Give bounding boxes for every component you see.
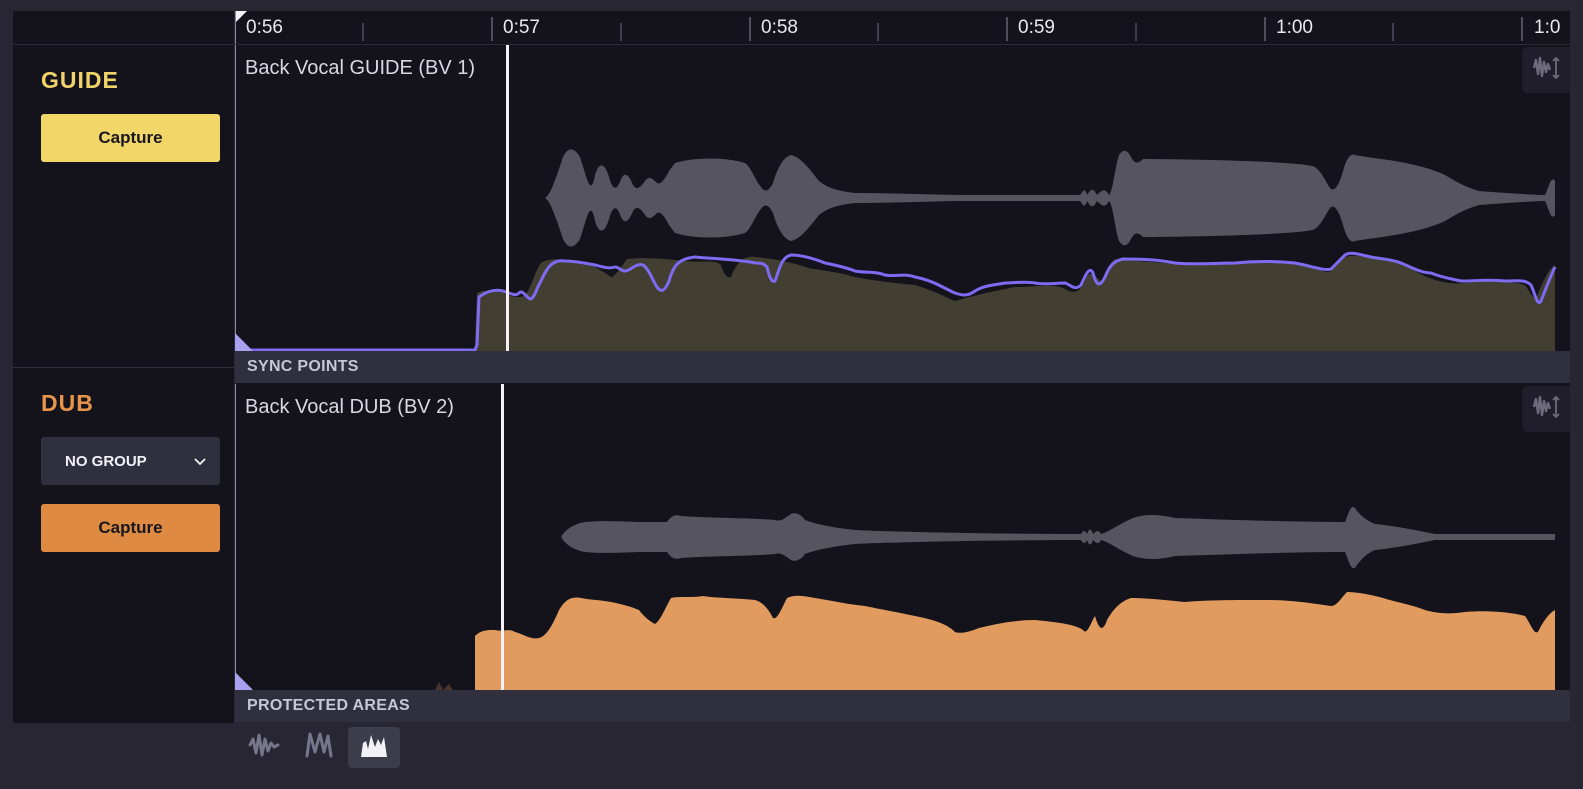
energy-view-button[interactable] — [348, 727, 400, 768]
guide-start-marker — [235, 333, 253, 351]
view-mode-bar — [235, 722, 1570, 778]
waveform-view-button[interactable] — [238, 727, 290, 768]
chevron-down-icon — [194, 454, 206, 469]
guide-waveform — [235, 45, 1557, 351]
ruler-label: 0:56 — [246, 17, 283, 38]
protected-areas-strip[interactable]: PROTECTED AREAS — [235, 690, 1570, 722]
guide-playhead[interactable] — [506, 45, 509, 351]
guide-track-title: GUIDE — [41, 67, 119, 93]
pitch-view-button[interactable] — [293, 727, 345, 768]
ruler-label: 0:59 — [1018, 17, 1055, 38]
dub-start-marker — [235, 672, 253, 690]
guide-waveform-scale-button[interactable] — [1522, 47, 1570, 93]
dub-track-title: DUB — [41, 390, 94, 416]
sync-points-strip[interactable]: SYNC POINTS — [235, 351, 1570, 383]
track-divider — [13, 367, 234, 368]
sync-points-label: SYNC POINTS — [247, 358, 359, 375]
guide-track-name: Back Vocal GUIDE (BV 1) — [245, 57, 476, 79]
waveform-scale-icon — [1531, 393, 1561, 426]
dub-group-select[interactable]: NO GROUP — [41, 437, 220, 485]
dub-lane[interactable]: Back Vocal DUB (BV 2) — [235, 384, 1570, 690]
dub-waveform — [235, 384, 1555, 690]
start-marker — [235, 11, 247, 23]
ruler-label: 1:0 — [1534, 17, 1561, 38]
waveform-icon — [248, 731, 280, 764]
protected-areas-label: PROTECTED AREAS — [247, 697, 411, 714]
energy-icon — [358, 731, 390, 764]
ruler-label: 0:57 — [503, 17, 540, 38]
ruler-label: 0:58 — [761, 17, 798, 38]
timeline-area: 0:56 0:57 0:58 0:59 1:00 1:0 Back Vocal … — [235, 11, 1570, 778]
dub-playhead[interactable] — [501, 384, 504, 690]
vocal-alignment-app: GUIDE Capture DUB NO GROUP Capture — [13, 11, 1570, 778]
guide-lane[interactable]: Back Vocal GUIDE (BV 1) — [235, 45, 1570, 351]
left-footer — [13, 723, 234, 778]
waveform-scale-icon — [1531, 54, 1561, 87]
dub-waveform-scale-button[interactable] — [1522, 386, 1570, 432]
pitch-curve-icon — [303, 730, 335, 765]
ruler-spacer — [13, 11, 234, 45]
dub-track-name: Back Vocal DUB (BV 2) — [245, 396, 454, 418]
track-controls-panel: GUIDE Capture DUB NO GROUP Capture — [13, 11, 235, 778]
time-ruler[interactable]: 0:56 0:57 0:58 0:59 1:00 1:0 — [235, 11, 1570, 45]
ruler-label: 1:00 — [1276, 17, 1313, 38]
dub-capture-button[interactable]: Capture — [41, 504, 220, 552]
group-select-value: NO GROUP — [65, 452, 147, 470]
guide-capture-button[interactable]: Capture — [41, 114, 220, 162]
